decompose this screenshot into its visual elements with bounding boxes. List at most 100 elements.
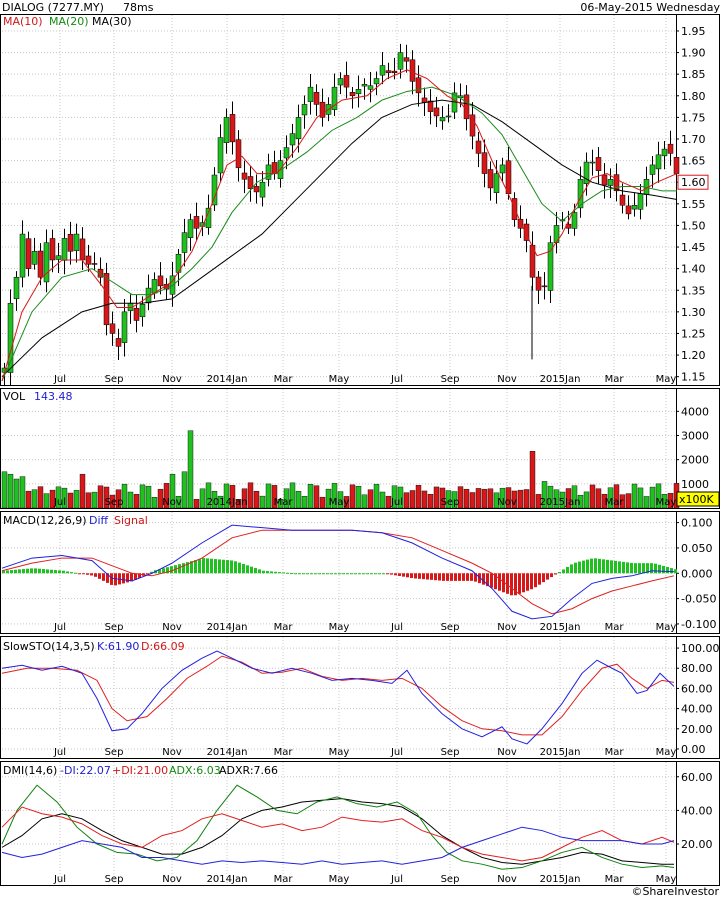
candle-body — [667, 143, 674, 154]
price-y-tick: 1.95 — [681, 25, 706, 38]
volume-bar — [169, 473, 176, 509]
volume-bar — [403, 492, 410, 509]
candle-body — [7, 302, 14, 373]
price-x-tick: Sep — [441, 374, 460, 385]
candle-body — [373, 78, 380, 85]
volume-bar — [307, 484, 314, 509]
latency-label: 78ms — [123, 1, 154, 14]
slowsto-y-tick: 100.00 — [681, 642, 720, 655]
price-x-tick: Nov — [162, 374, 182, 385]
volume-bar — [553, 489, 560, 509]
volume-bar — [607, 487, 614, 509]
ma10-legend: MA(10) — [3, 15, 43, 28]
macd-histogram-bar — [610, 560, 613, 574]
dmi-x-tick: Sep — [441, 874, 460, 885]
volume-bar — [433, 486, 440, 509]
macd-histogram-bar — [314, 573, 317, 575]
price-y-tick: 1.90 — [681, 47, 706, 60]
macd-histogram-bar — [134, 573, 137, 580]
volume-bar — [367, 489, 374, 509]
macd-histogram-bar — [650, 563, 653, 574]
volume-y-tick: 3000 — [681, 430, 709, 443]
volume-bar — [661, 494, 668, 509]
slowsto-y-tick: 20.00 — [681, 723, 713, 736]
macd-histogram-bar — [362, 573, 365, 575]
macd-histogram-bar — [330, 573, 333, 575]
macd-histogram-bar — [450, 573, 453, 581]
ma20-line — [1, 86, 677, 382]
macd-histogram-bar — [306, 573, 309, 575]
ma10-line — [1, 69, 678, 382]
volume-bar — [283, 488, 290, 509]
macd-histogram-bar — [550, 573, 553, 578]
macd-histogram-bar — [570, 564, 573, 574]
macd-histogram-bar — [210, 558, 213, 574]
volume-bar — [31, 489, 38, 509]
slowsto-panel — [0, 636, 720, 759]
candle-body — [619, 194, 626, 206]
slowsto-x-tick: Mar — [605, 747, 625, 758]
dmi-x-tick: May — [656, 874, 677, 885]
macd-histogram-bar — [542, 573, 545, 583]
volume-bar — [529, 451, 536, 509]
volume-bar — [637, 487, 644, 509]
macd-histogram-bar — [602, 559, 605, 574]
slowsto-x-tick: Nov — [162, 747, 182, 758]
sto-label: SlowSTO(14,3,5) — [3, 640, 95, 653]
volume-bar — [121, 483, 128, 509]
macd-histogram-bar — [126, 573, 129, 583]
candle-body — [193, 216, 200, 229]
volume-bar — [313, 485, 320, 509]
macd-histogram-bar — [54, 570, 57, 574]
macd-histogram-bar — [414, 573, 417, 579]
candle-body — [187, 219, 194, 238]
volume-x-tick: 2015Jan — [540, 497, 581, 508]
price-x-tick: 2015Jan — [540, 374, 581, 385]
macd-histogram-bar — [170, 566, 173, 574]
macd-histogram-bar — [254, 568, 257, 574]
dmi-x-tick: Mar — [605, 874, 625, 885]
macd-histogram-bar — [562, 569, 565, 574]
dmi-x-tick: 2014Jan — [207, 874, 248, 885]
ma30-legend: MA(30) — [92, 15, 132, 28]
candle-body — [439, 117, 446, 122]
macd-diff-legend: Diff — [89, 514, 109, 527]
volume-bar — [175, 496, 182, 509]
dmi-adx-legend: ADX:6.03 — [169, 764, 221, 777]
volume-bar — [361, 494, 368, 509]
candle-body — [547, 242, 554, 291]
slowsto-x-tick: May — [329, 747, 350, 758]
slowsto-x-tick: Sep — [105, 747, 124, 758]
price-y-tick: 1.50 — [681, 219, 706, 232]
candle-body — [55, 255, 62, 260]
volume-bar — [205, 482, 212, 509]
volume-bar — [643, 496, 650, 509]
price-y-tick: 1.70 — [681, 133, 706, 146]
macd-histogram-bar — [334, 573, 337, 575]
candle-body — [583, 161, 590, 184]
candle-body — [379, 65, 386, 76]
candle-body — [589, 161, 596, 164]
price-y-tick: 1.20 — [681, 349, 706, 362]
candle-body — [391, 70, 398, 73]
candle-body — [109, 323, 116, 334]
price-y-tick: 1.75 — [681, 111, 706, 124]
volume-bar — [649, 486, 656, 509]
macd-histogram-bar — [22, 569, 25, 574]
candle-body — [43, 242, 50, 283]
volume-bar — [595, 488, 602, 509]
macd-histogram-bar — [430, 573, 433, 580]
macd-histogram-bar — [242, 563, 245, 574]
candle-body — [385, 70, 392, 73]
volume-bar — [505, 487, 512, 509]
volume-bar — [163, 483, 170, 509]
volume-bar — [109, 494, 116, 509]
macd-histogram-bar — [454, 573, 457, 581]
candle-body — [517, 218, 524, 229]
dmi-minus-di-legend: -DI:22.07 — [60, 764, 111, 777]
macd-histogram-bar — [522, 573, 525, 593]
macd-histogram-bar — [26, 568, 29, 574]
volume-bar — [43, 493, 50, 509]
volume-bar — [37, 486, 44, 509]
macd-histogram-bar — [598, 558, 601, 574]
